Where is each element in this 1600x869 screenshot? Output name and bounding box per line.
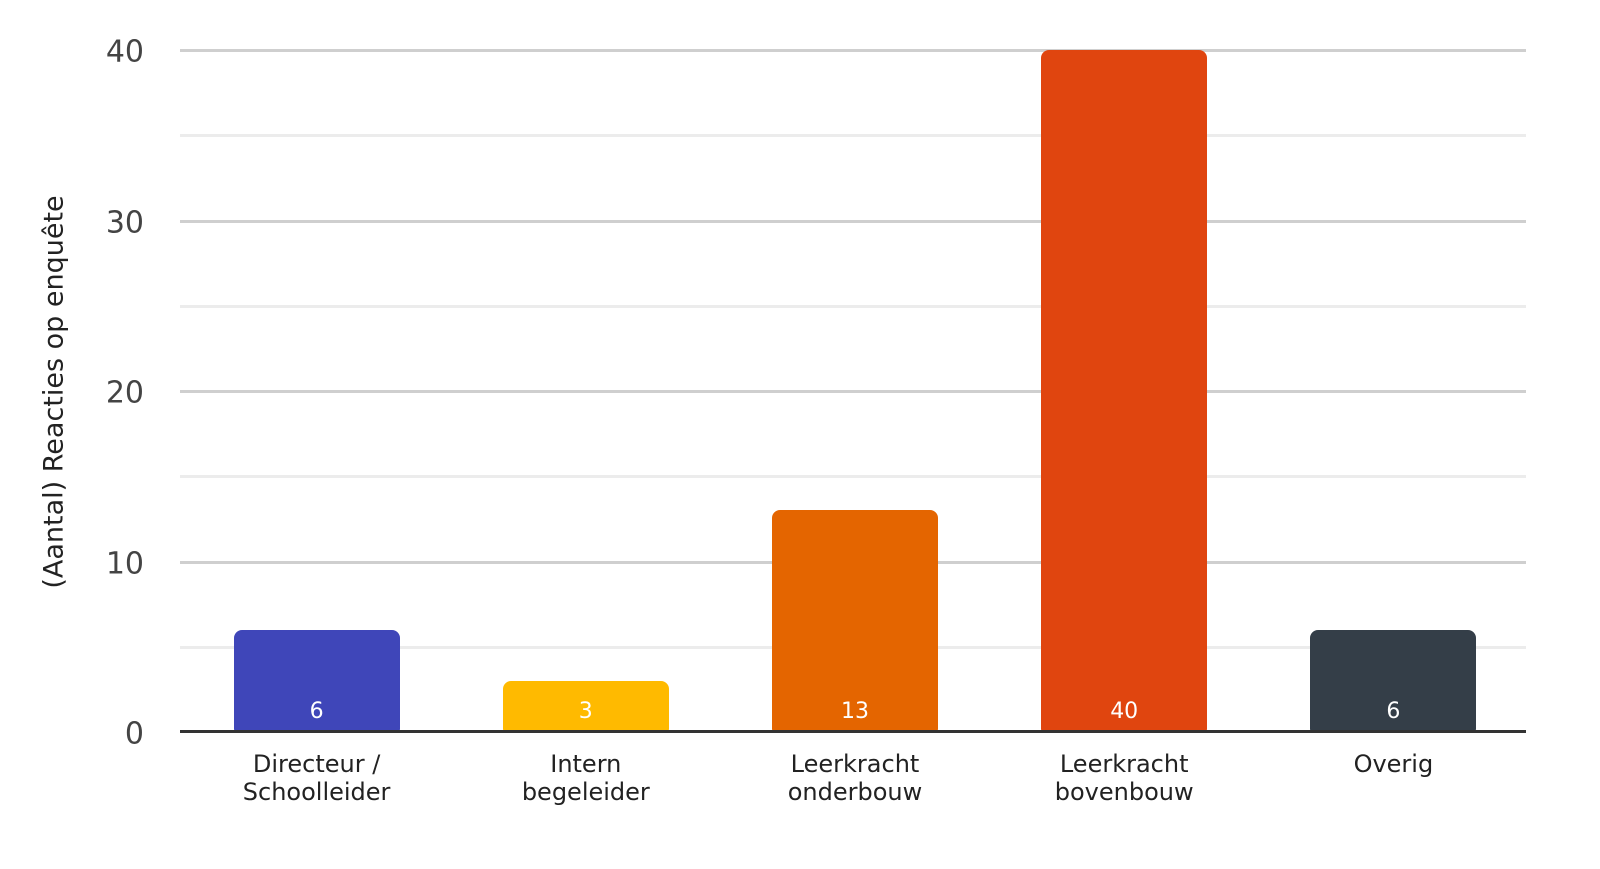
minor-gridline — [180, 475, 1526, 479]
y-tick-label: 40 — [105, 34, 144, 70]
bar[interactable]: 6 — [1310, 629, 1477, 732]
bar[interactable]: 6 — [233, 629, 400, 732]
bar[interactable]: 3 — [502, 680, 669, 732]
y-axis-title: (Aantal) Reacties op enquête — [38, 195, 70, 589]
y-tick-label: 10 — [105, 546, 144, 581]
minor-gridline — [180, 134, 1526, 138]
x-tick-label: Directeur / Schoolleider — [242, 750, 391, 806]
x-tick-label: Overig — [1353, 750, 1434, 778]
x-tick-label: Intern begeleider — [521, 750, 650, 806]
y-tick-label: 30 — [105, 205, 144, 240]
x-tick-label: Leerkracht bovenbouw — [1054, 750, 1194, 806]
y-tick-label: 20 — [105, 375, 144, 411]
bar-value-label: 3 — [578, 699, 593, 724]
bar-value-label: 6 — [1386, 699, 1401, 724]
major-gridline — [180, 219, 1526, 223]
bar[interactable]: 13 — [772, 510, 938, 732]
minor-gridline — [180, 304, 1526, 308]
bar-value-label: 40 — [1110, 699, 1139, 724]
major-gridline — [180, 390, 1526, 393]
bar[interactable]: 40 — [1041, 50, 1208, 732]
major-gridline — [180, 49, 1526, 52]
plot-area: 6 3 13 40 6 — [180, 49, 1526, 733]
x-tick-label: Leerkracht onderbouw — [787, 750, 923, 806]
bar-value-label: 13 — [841, 699, 869, 724]
bar-value-label: 6 — [309, 699, 324, 724]
y-tick-label: 0 — [124, 716, 144, 752]
x-axis-line — [180, 730, 1526, 733]
